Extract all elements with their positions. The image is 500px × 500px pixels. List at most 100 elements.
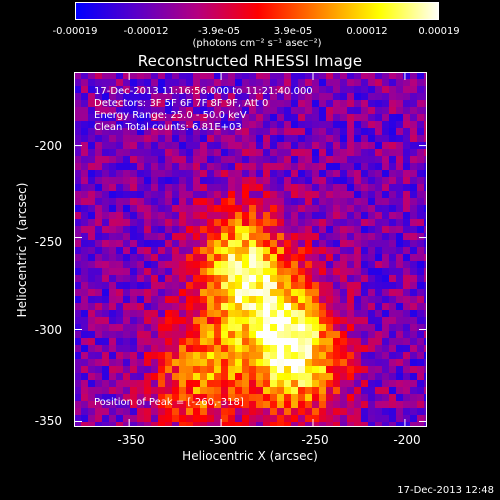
image-pixel — [207, 324, 214, 331]
image-pixel — [347, 401, 354, 408]
image-pixel — [228, 422, 235, 427]
image-pixel — [417, 198, 424, 205]
image-pixel — [354, 303, 361, 310]
image-pixel — [417, 128, 424, 135]
image-pixel — [214, 324, 221, 331]
image-pixel — [109, 247, 116, 254]
image-pixel — [88, 422, 95, 427]
image-pixel — [410, 100, 417, 107]
image-pixel — [389, 415, 396, 422]
image-pixel — [81, 142, 88, 149]
image-pixel — [221, 331, 228, 338]
image-pixel — [361, 317, 368, 324]
image-pixel — [158, 380, 165, 387]
image-pixel — [88, 331, 95, 338]
image-pixel — [228, 373, 235, 380]
image-pixel — [151, 268, 158, 275]
image-pixel — [382, 366, 389, 373]
image-pixel — [417, 72, 424, 79]
image-pixel — [214, 408, 221, 415]
image-pixel — [151, 114, 158, 121]
image-pixel — [88, 373, 95, 380]
image-pixel — [74, 422, 81, 427]
image-pixel — [396, 324, 403, 331]
image-pixel — [417, 254, 424, 261]
image-pixel — [221, 107, 228, 114]
image-pixel — [263, 212, 270, 219]
image-pixel — [214, 219, 221, 226]
image-pixel — [235, 352, 242, 359]
image-pixel — [95, 282, 102, 289]
image-pixel — [81, 128, 88, 135]
image-pixel — [109, 121, 116, 128]
image-pixel — [403, 373, 410, 380]
image-pixel — [256, 114, 263, 121]
image-pixel — [116, 415, 123, 422]
image-pixel — [74, 205, 81, 212]
image-pixel — [263, 261, 270, 268]
image-pixel — [403, 121, 410, 128]
image-pixel — [417, 191, 424, 198]
image-pixel — [186, 345, 193, 352]
image-pixel — [424, 135, 427, 142]
image-pixel — [221, 394, 228, 401]
image-pixel — [151, 289, 158, 296]
image-pixel — [410, 226, 417, 233]
image-pixel — [375, 114, 382, 121]
image-pixel — [172, 226, 179, 233]
image-pixel — [109, 408, 116, 415]
image-pixel — [88, 408, 95, 415]
image-pixel — [333, 72, 340, 79]
image-pixel — [361, 177, 368, 184]
image-pixel — [361, 261, 368, 268]
image-pixel — [235, 177, 242, 184]
image-pixel — [165, 415, 172, 422]
image-pixel — [165, 247, 172, 254]
image-pixel — [102, 170, 109, 177]
image-pixel — [319, 324, 326, 331]
image-pixel — [151, 408, 158, 415]
image-pixel — [214, 289, 221, 296]
image-pixel — [326, 198, 333, 205]
image-pixel — [228, 114, 235, 121]
image-pixel — [284, 373, 291, 380]
image-pixel — [319, 359, 326, 366]
image-pixel — [186, 261, 193, 268]
image-pixel — [368, 219, 375, 226]
image-pixel — [186, 184, 193, 191]
image-pixel — [347, 359, 354, 366]
image-pixel — [403, 338, 410, 345]
image-pixel — [284, 247, 291, 254]
x-tick-label: -200 — [393, 433, 421, 447]
image-pixel — [123, 114, 130, 121]
image-pixel — [207, 212, 214, 219]
image-pixel — [249, 282, 256, 289]
image-pixel — [270, 114, 277, 121]
image-pixel — [312, 394, 319, 401]
image-pixel — [354, 135, 361, 142]
image-pixel — [81, 205, 88, 212]
image-pixel — [347, 289, 354, 296]
image-pixel — [340, 86, 347, 93]
image-pixel — [193, 135, 200, 142]
image-pixel — [144, 205, 151, 212]
image-pixel — [424, 72, 427, 79]
image-pixel — [74, 219, 81, 226]
image-pixel — [333, 380, 340, 387]
image-pixel — [200, 72, 207, 79]
image-pixel — [165, 156, 172, 163]
image-pixel — [340, 401, 347, 408]
image-pixel — [361, 191, 368, 198]
image-pixel — [277, 163, 284, 170]
image-pixel — [109, 373, 116, 380]
image-pixel — [410, 303, 417, 310]
image-pixel — [137, 422, 144, 427]
image-pixel — [109, 401, 116, 408]
image-pixel — [137, 345, 144, 352]
image-pixel — [417, 345, 424, 352]
image-pixel — [130, 422, 137, 427]
image-pixel — [396, 107, 403, 114]
image-pixel — [186, 373, 193, 380]
image-pixel — [305, 247, 312, 254]
image-pixel — [368, 254, 375, 261]
